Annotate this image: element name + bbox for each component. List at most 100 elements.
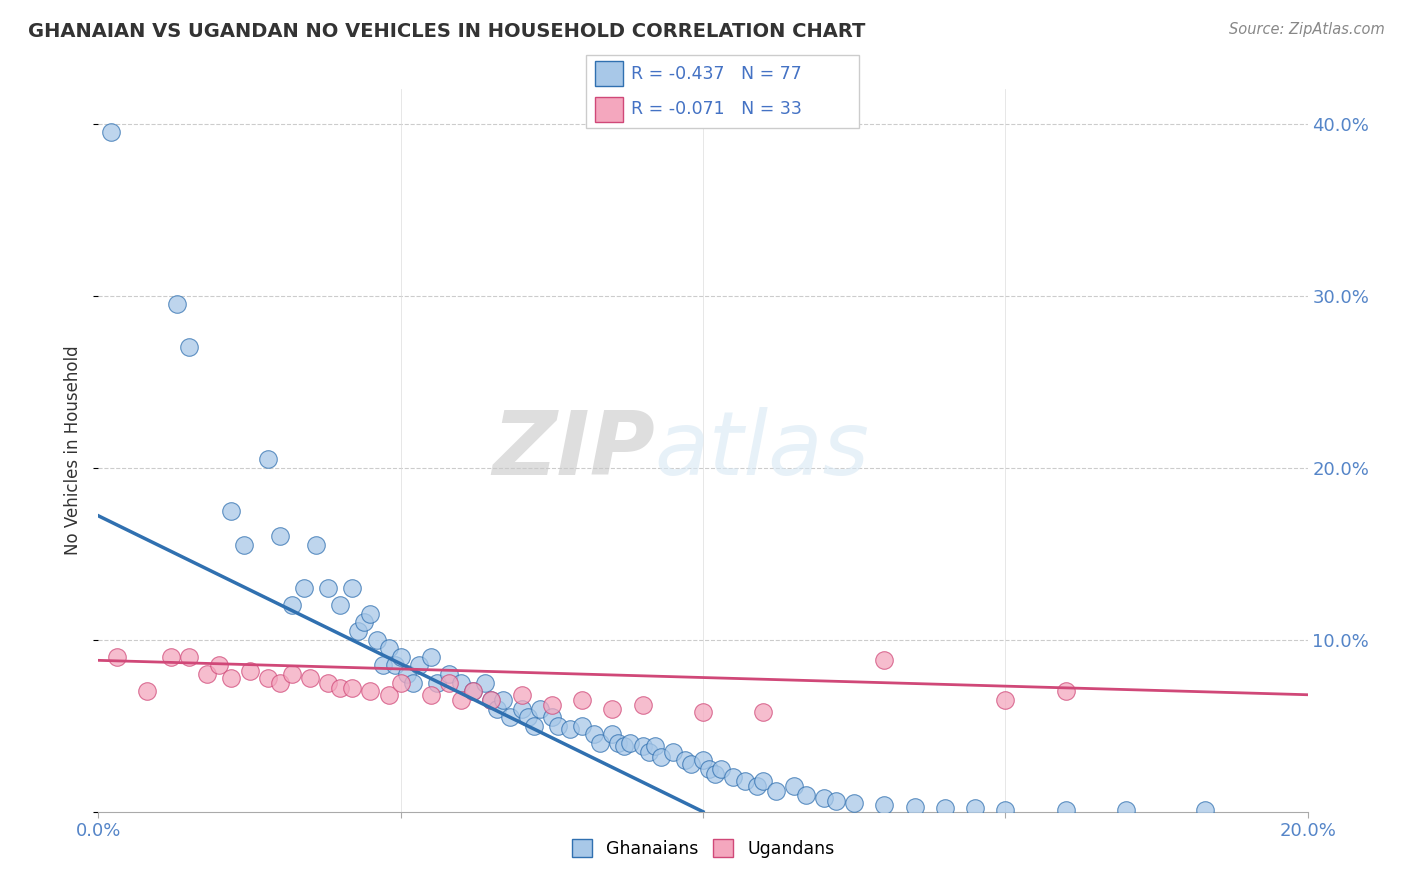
Point — [292, 581, 315, 595]
Point — [734, 773, 756, 788]
Point — [408, 658, 430, 673]
Point — [342, 681, 364, 695]
Point — [765, 784, 787, 798]
Point — [540, 710, 562, 724]
Text: ZIP: ZIP — [492, 407, 655, 494]
Point — [516, 710, 538, 724]
Point — [492, 693, 515, 707]
Point — [160, 649, 183, 664]
Point — [613, 739, 636, 754]
Point — [510, 688, 533, 702]
Point — [523, 719, 546, 733]
Point — [239, 664, 262, 678]
Point — [481, 693, 503, 707]
Point — [679, 756, 702, 771]
Text: R = -0.437   N = 77: R = -0.437 N = 77 — [631, 64, 801, 83]
Point — [299, 671, 322, 685]
Point — [371, 658, 394, 673]
Point — [710, 762, 733, 776]
Point — [752, 773, 775, 788]
Point — [571, 719, 593, 733]
Point — [873, 797, 896, 812]
Point — [1054, 803, 1077, 817]
Text: GHANAIAN VS UGANDAN NO VEHICLES IN HOUSEHOLD CORRELATION CHART: GHANAIAN VS UGANDAN NO VEHICLES IN HOUSE… — [28, 22, 866, 41]
Point — [420, 688, 443, 702]
Text: Source: ZipAtlas.com: Source: ZipAtlas.com — [1229, 22, 1385, 37]
Point — [783, 779, 806, 793]
Point — [105, 649, 128, 664]
Point — [450, 675, 472, 690]
Point — [994, 803, 1017, 817]
FancyBboxPatch shape — [586, 55, 859, 128]
Point — [316, 675, 339, 690]
Point — [281, 599, 304, 613]
Point — [329, 681, 352, 695]
Point — [208, 658, 231, 673]
Point — [389, 649, 412, 664]
Point — [481, 693, 503, 707]
Point — [637, 744, 659, 758]
Point — [377, 641, 399, 656]
Point — [420, 649, 443, 664]
Point — [844, 796, 866, 810]
Legend: Ghanaians, Ugandans: Ghanaians, Ugandans — [565, 832, 841, 864]
Point — [384, 658, 406, 673]
Point — [463, 684, 485, 698]
Point — [232, 538, 254, 552]
Point — [179, 340, 201, 354]
Point — [589, 736, 612, 750]
Point — [437, 675, 460, 690]
Point — [747, 779, 769, 793]
Point — [269, 675, 291, 690]
Point — [644, 739, 666, 754]
Point — [195, 667, 218, 681]
Point — [269, 529, 291, 543]
Point — [395, 667, 418, 681]
Point — [510, 701, 533, 715]
Point — [571, 693, 593, 707]
Point — [135, 684, 157, 698]
Point — [723, 770, 745, 784]
Point — [221, 671, 243, 685]
Point — [389, 675, 412, 690]
Point — [256, 452, 278, 467]
Point — [1115, 803, 1137, 817]
Point — [498, 710, 520, 724]
Point — [602, 727, 624, 741]
Point — [529, 701, 551, 715]
Point — [353, 615, 375, 630]
Point — [402, 675, 425, 690]
Point — [347, 624, 370, 639]
Point — [673, 753, 696, 767]
Point — [450, 693, 472, 707]
Point — [965, 801, 987, 815]
FancyBboxPatch shape — [595, 62, 623, 87]
Point — [100, 125, 122, 139]
Point — [1194, 803, 1216, 817]
Point — [692, 705, 714, 719]
Point — [692, 753, 714, 767]
Point — [650, 749, 672, 764]
Point — [463, 684, 485, 698]
Point — [934, 801, 956, 815]
Point — [752, 705, 775, 719]
Point — [305, 538, 328, 552]
Point — [377, 688, 399, 702]
Point — [256, 671, 278, 685]
Point — [619, 736, 641, 750]
Point — [873, 653, 896, 667]
Point — [697, 762, 720, 776]
Point — [704, 767, 727, 781]
Point — [281, 667, 304, 681]
Point — [631, 698, 654, 712]
Point — [558, 722, 581, 736]
Point — [426, 675, 449, 690]
Point — [661, 744, 683, 758]
Point — [602, 701, 624, 715]
Point — [360, 684, 382, 698]
Point — [166, 297, 188, 311]
Point — [366, 632, 388, 647]
Point — [486, 701, 509, 715]
Point — [631, 739, 654, 754]
Point — [994, 693, 1017, 707]
